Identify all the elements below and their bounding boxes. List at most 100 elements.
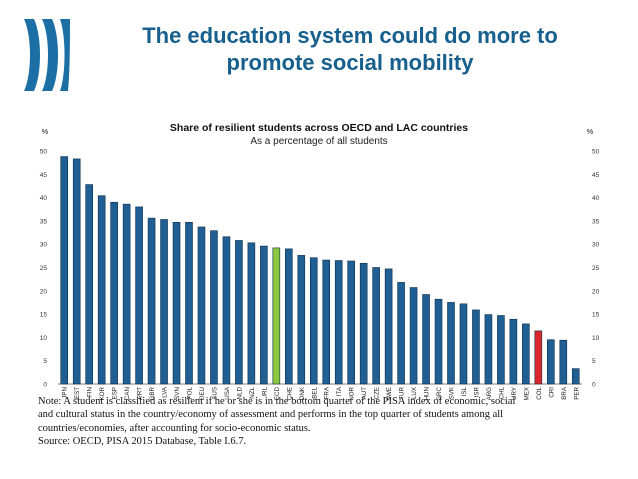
x-tick-label-can: CAN <box>124 387 131 400</box>
x-tick-label-kor: KOR <box>99 386 106 400</box>
y-tick-label-right: 5 <box>592 358 596 365</box>
bar-grc <box>434 298 443 385</box>
x-tick-label-ury: URY <box>511 387 518 400</box>
bar-lva <box>160 219 168 385</box>
y-axis-unit-left: % <box>42 127 49 136</box>
note-line-3: countries/economies, after accounting fo… <box>38 422 311 434</box>
note-source: Source: OECD, PISA 2015 Database, Table … <box>38 436 247 448</box>
bar-chl <box>497 315 505 385</box>
x-tick-label-arg: ARG <box>486 387 493 400</box>
y-tick-label-left: 15 <box>40 312 48 319</box>
x-tick-label-esp: ESP <box>112 387 119 399</box>
x-tick-label-svk: SVK <box>449 386 456 399</box>
bar-fin <box>85 184 93 385</box>
y-tick-label-right: 10 <box>592 335 600 342</box>
page-title: The education system could do more to pr… <box>80 22 620 76</box>
y-tick-label-left: 20 <box>40 288 48 295</box>
y-tick-label-right: 50 <box>592 149 600 156</box>
x-tick-label-usa: USA <box>224 386 231 400</box>
x-tick-label-grc: GRC <box>436 386 443 400</box>
x-tick-label-nzl: NZL <box>249 386 256 398</box>
bar-nzl <box>247 242 256 385</box>
y-axis-unit-right: % <box>587 127 594 136</box>
x-tick-label-che: CHE <box>286 387 293 400</box>
bar-oecd <box>272 247 281 385</box>
y-tick-label-right: 30 <box>592 242 600 249</box>
bar-ury <box>509 318 518 385</box>
logo-stroke-2 <box>42 19 58 91</box>
x-tick-label-oecd: OECD <box>274 386 281 400</box>
x-tick-label-col: COL <box>536 386 543 399</box>
title-line-2: promote social mobility <box>226 50 474 75</box>
x-tick-label-svn: SVN <box>174 387 181 400</box>
bar-est <box>72 158 81 385</box>
x-tick-label-cze: CZE <box>374 387 381 399</box>
bar-bel <box>309 257 318 385</box>
x-tick-label-irl: IRL <box>261 386 268 396</box>
y-tick-label-left: 10 <box>40 335 48 342</box>
y-tick-label-right: 20 <box>592 288 600 295</box>
x-tick-label-nor: NOR <box>349 386 356 400</box>
bar-bra <box>559 339 568 385</box>
footnote: Note: A student is classified as resilie… <box>38 395 598 449</box>
x-tick-label-bel: BEL <box>311 386 318 398</box>
chart-subtitle: As a percentage of all students <box>250 136 387 147</box>
x-tick-label-jpn: JPN <box>62 387 69 399</box>
bar-gbr <box>147 217 156 385</box>
x-tick-label-dnk: DNK <box>299 386 306 400</box>
bar-irl <box>260 245 268 385</box>
bar-aus <box>210 230 218 385</box>
y-tick-label-left: 30 <box>40 242 48 249</box>
y-tick-label-left: 45 <box>40 172 48 179</box>
chart-title: Share of resilient students across OECD … <box>170 122 468 134</box>
bar-aut <box>359 263 368 385</box>
x-tick-label-tur: TUR <box>399 386 406 399</box>
bar-deu <box>197 226 206 385</box>
x-tick-label-per: PER <box>573 386 580 399</box>
bar-tur <box>397 282 405 385</box>
bar-che <box>285 248 293 385</box>
bar-per <box>571 368 580 385</box>
y-tick-label-left: 0 <box>43 382 47 389</box>
bar-ita <box>334 260 343 385</box>
bar-hun <box>422 294 430 385</box>
bar-mex <box>522 323 530 385</box>
y-tick-label-left: 5 <box>43 358 47 365</box>
x-tick-label-deu: DEU <box>199 387 206 400</box>
y-tick-label-left: 40 <box>40 195 48 202</box>
bar-usa <box>222 236 231 385</box>
logo-stroke-3 <box>60 19 70 91</box>
bar-isr <box>472 309 480 385</box>
bar-svn <box>172 221 181 385</box>
bar-isl <box>459 303 468 385</box>
x-tick-label-hun: HUN <box>424 387 431 400</box>
bar-cze <box>372 267 380 385</box>
bar-swe <box>384 268 393 385</box>
y-tick-label-left: 35 <box>40 218 48 225</box>
x-tick-label-cri: CRI <box>548 387 555 398</box>
bar-prt <box>135 206 143 385</box>
x-tick-label-gbr: GBR <box>149 386 156 400</box>
bar-jpn <box>60 156 69 385</box>
bar-cri <box>547 339 555 385</box>
bar-col <box>534 330 543 385</box>
x-tick-label-pol: POL <box>187 386 194 399</box>
bar-nld <box>235 240 243 385</box>
x-tick-label-aut: AUT <box>361 387 368 400</box>
y-tick-label-right: 40 <box>592 195 600 202</box>
bar-fra <box>322 259 331 385</box>
oecd-logo <box>24 19 70 91</box>
y-tick-label-right: 45 <box>592 172 600 179</box>
y-tick-label-right: 25 <box>592 265 600 272</box>
x-tick-label-bra: BRA <box>561 386 568 400</box>
bar-nor <box>347 260 355 385</box>
x-tick-label-isr: ISR <box>473 386 480 397</box>
y-tick-label-left: 50 <box>40 149 48 156</box>
x-tick-label-isl: ISL <box>461 386 468 396</box>
x-tick-label-fra: FRA <box>324 386 331 399</box>
logo-stroke-1 <box>24 19 40 91</box>
x-tick-label-nld: NLD <box>236 386 243 399</box>
bar-lux <box>409 287 418 385</box>
bar-arg <box>484 314 493 385</box>
x-tick-label-fin: FIN <box>87 387 94 397</box>
